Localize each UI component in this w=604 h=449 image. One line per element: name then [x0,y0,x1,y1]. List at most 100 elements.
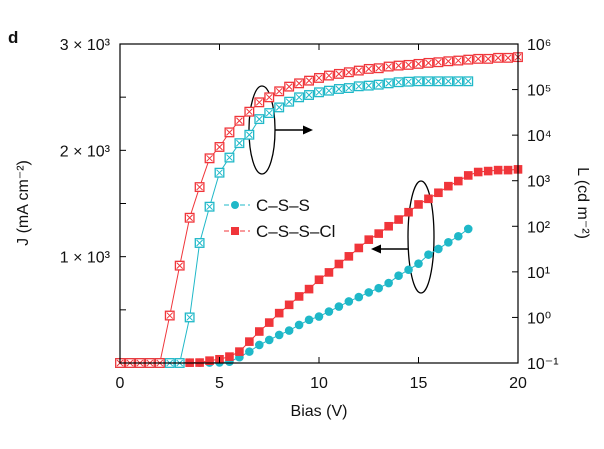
data-point [294,78,305,89]
data-point-cross [385,63,393,70]
data-point-cross [435,58,442,66]
data-point-cross [236,139,243,147]
data-point-cross [464,77,472,85]
left-tick-label: 2 × 10³ [60,143,111,160]
data-point-cross [444,77,452,85]
data-point-cross [216,169,223,177]
data-point [194,238,205,248]
data-point [224,127,235,138]
data-point-cross [255,98,263,106]
data-point [353,81,364,92]
data-point [235,347,244,356]
data-point-cross [206,154,213,162]
data-point-cross [415,60,422,68]
data-point-cross [196,239,203,247]
data-point [274,102,285,113]
data-point [384,278,393,288]
data-point [244,129,255,140]
data-point [323,70,334,81]
data-point [413,76,424,87]
data-point [274,86,285,97]
data-point [444,181,453,191]
data-point [393,77,404,88]
data-point [434,244,443,254]
data-point-cross [474,55,482,63]
data-point [403,59,414,70]
data-point [413,58,424,69]
data-point-cross [375,64,383,72]
data-point-cross [226,129,233,136]
data-point [264,92,275,103]
data-point-cross [375,81,383,89]
data-point [393,60,404,71]
data-point-cross [265,93,273,101]
data-point [214,142,225,152]
data-point [174,260,185,271]
data-point-cross [425,77,432,85]
data-point-cross [454,57,462,64]
data-point [234,138,245,149]
legend-label-c-s-s-cl: C–S–S–Cl [256,222,335,241]
arrow-head-right [303,125,313,135]
data-point [424,250,433,259]
data-point-cross [365,82,373,89]
data-point [194,182,205,193]
data-point [333,84,344,94]
right-tick-label: 10³ [527,174,551,191]
data-point-cross [285,98,293,106]
data-point [314,87,324,98]
data-point-cross [166,312,174,319]
data-point-cross [295,93,303,101]
data-point [433,57,444,68]
data-point-cross [325,87,333,95]
right-tick-label: 10² [527,219,551,236]
data-point [374,229,383,238]
data-point [264,335,274,345]
data-point-cross [236,117,243,125]
data-point-cross [305,91,313,99]
data-point-cross [395,78,402,86]
right-tick-label: 10⁻¹ [527,356,559,373]
data-point [284,96,295,107]
data-point [434,188,443,198]
data-point [443,76,454,87]
data-point [333,68,344,79]
current-group-ellipse [407,180,435,294]
data-point [304,315,314,325]
data-point [254,97,265,108]
data-point [225,352,234,361]
data-point [164,310,175,321]
data-point [284,300,294,310]
data-point [244,106,255,117]
data-point [184,312,195,323]
data-point [364,288,374,297]
data-point-cross [494,54,502,62]
data-point-cross [405,78,412,86]
data-point-cross [355,67,363,74]
data-point-cross [435,77,442,85]
data-point [214,167,225,178]
data-point-cross [295,79,303,87]
data-point-cross [245,108,253,116]
data-point [274,308,284,318]
x-tick-label: 5 [215,375,224,392]
data-point [403,76,414,87]
data-point [383,61,394,72]
data-point-cross [275,104,283,111]
data-point [404,207,413,217]
annotations [248,85,435,294]
data-point [473,53,484,64]
data-point [374,283,384,293]
data-point [414,200,423,209]
right-tick-label: 10⁴ [527,128,552,145]
left-tick-label: 1 × 10³ [60,250,111,267]
data-point [284,81,295,92]
data-point [184,212,195,223]
data-point-cross [415,77,422,85]
data-point-cross [504,54,512,62]
data-point [423,76,434,87]
data-point [503,52,514,63]
data-point [453,76,464,87]
data-point-cross [186,214,194,222]
data-point-cross [285,83,293,90]
